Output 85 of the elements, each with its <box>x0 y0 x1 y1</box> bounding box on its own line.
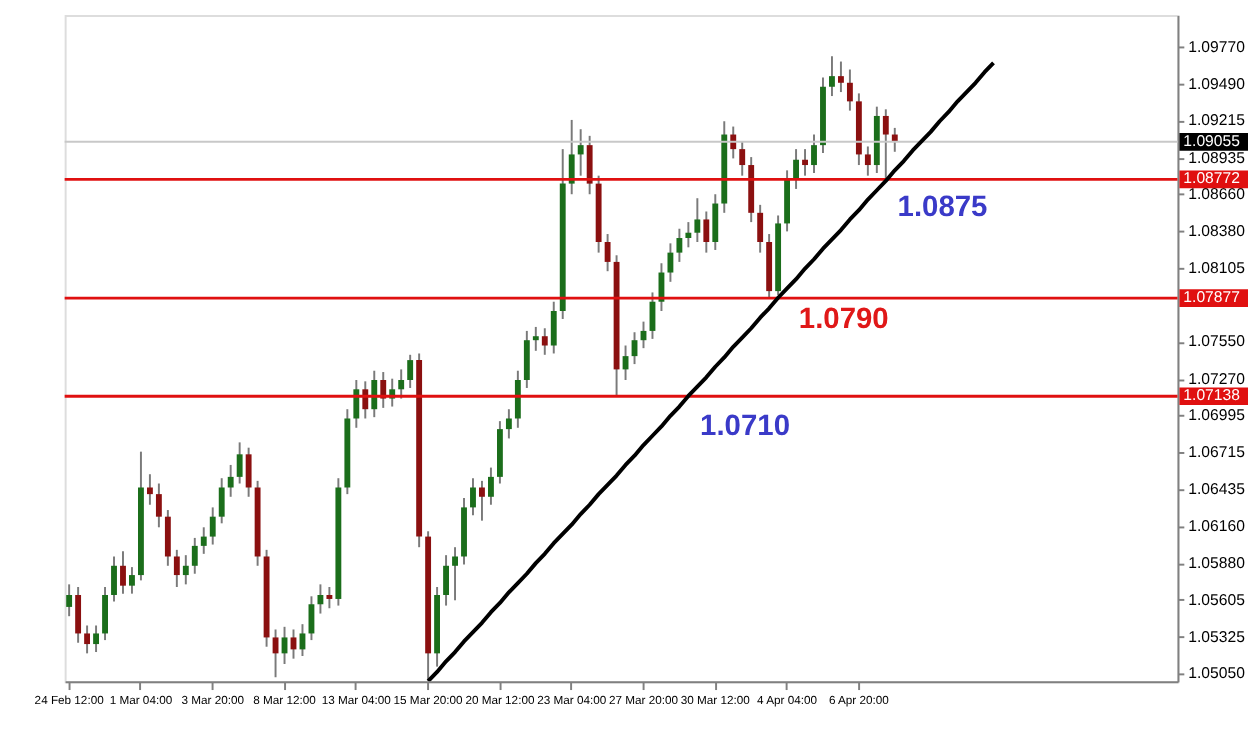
candlestick <box>793 148 799 190</box>
candlestick <box>398 368 405 400</box>
annotation: 1.0790 <box>798 304 889 337</box>
y-tick-label: 1.06435 <box>1188 480 1247 499</box>
candlestick <box>407 353 414 389</box>
candlestick <box>864 145 871 177</box>
y-tick-label: 1.05605 <box>1188 590 1247 609</box>
candlestick <box>317 583 324 615</box>
candlestick <box>84 624 91 655</box>
y-tick-label: 1.08380 <box>1188 222 1247 241</box>
ref-line-label: 1.07877 <box>1183 288 1240 307</box>
candlestick <box>443 554 449 607</box>
candlestick <box>93 624 99 654</box>
ref-line-label: 1.09055 <box>1183 131 1242 150</box>
candlestick <box>75 586 82 644</box>
candlestick <box>739 140 746 177</box>
candlestick <box>550 300 557 355</box>
candlestick <box>66 583 73 618</box>
candlestick <box>479 479 485 522</box>
candlestick <box>129 566 135 595</box>
candlestick <box>164 509 171 567</box>
candlestick <box>802 148 808 177</box>
candlestick <box>748 156 755 224</box>
y-tick-label: 1.09770 <box>1188 37 1247 56</box>
line-series <box>426 60 996 682</box>
candlestick <box>120 550 126 595</box>
candlestick <box>541 327 548 356</box>
annotation: 1.0875 <box>897 191 988 224</box>
y-tick-label: 1.07550 <box>1188 332 1247 351</box>
y-tick-label: 1.06995 <box>1188 406 1247 425</box>
candlestick <box>667 242 674 283</box>
candlestick <box>487 466 494 506</box>
candlestick <box>523 329 530 389</box>
candlestick <box>155 482 162 529</box>
candlestick <box>784 169 791 233</box>
candlestick <box>685 221 692 249</box>
candlestick <box>757 203 764 254</box>
annotation: 1.0710 <box>700 410 790 443</box>
candlestick <box>703 210 710 254</box>
candlestick <box>353 379 360 429</box>
candlestick <box>514 369 521 429</box>
ref-line-label: 1.08772 <box>1183 169 1240 188</box>
candlestick <box>577 128 584 177</box>
candlestick <box>182 554 189 586</box>
candlestick <box>496 420 503 485</box>
candlestick <box>676 227 683 263</box>
candlestick <box>505 408 512 440</box>
candlestick <box>837 60 844 94</box>
candlestick <box>111 555 117 603</box>
candlestick <box>882 108 889 181</box>
candlestick <box>371 369 378 419</box>
candlestick <box>452 546 458 602</box>
candlestick <box>209 506 216 546</box>
candlestick <box>846 68 853 112</box>
candlestick <box>245 446 252 498</box>
candlestick <box>326 586 333 610</box>
candlestick <box>604 233 611 273</box>
y-tick-label: 1.05880 <box>1188 554 1247 573</box>
candlestick <box>712 193 719 251</box>
ref-line-label: 1.07138 <box>1183 386 1242 405</box>
candlestick <box>532 325 539 352</box>
y-tick-label: 1.08935 <box>1188 148 1247 167</box>
candlestick <box>568 118 575 196</box>
candlestick <box>146 473 153 506</box>
candlestick <box>173 548 180 588</box>
candlestick <box>470 477 476 517</box>
y-tick-label: 1.06160 <box>1188 516 1247 535</box>
candlestick <box>236 441 243 485</box>
candlestick <box>586 134 593 196</box>
y-tick-label: 1.06715 <box>1188 443 1247 462</box>
y-tick-label: 1.08660 <box>1188 185 1247 204</box>
y-tick-label: 1.09490 <box>1188 75 1247 93</box>
y-tick-label: 1.05050 <box>1188 664 1247 683</box>
candlestick <box>191 536 198 575</box>
candlestick <box>200 526 207 555</box>
candlestick <box>811 133 817 174</box>
candlestick <box>227 463 234 498</box>
y-tick-label: 1.08105 <box>1188 258 1247 277</box>
y-tick-label: 1.09215 <box>1188 111 1247 130</box>
candlestick <box>694 197 701 243</box>
candlestick <box>102 586 108 642</box>
y-tick-label: 1.05325 <box>1188 627 1247 646</box>
y-tick-label: 1.07270 <box>1188 369 1247 388</box>
candlestick <box>829 55 835 98</box>
candlestick <box>218 477 225 525</box>
